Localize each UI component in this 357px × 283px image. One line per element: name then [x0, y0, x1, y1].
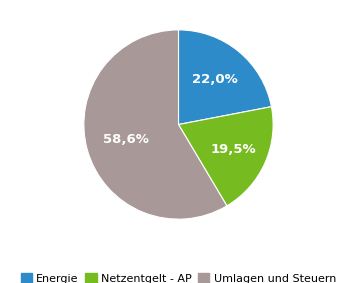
Wedge shape [178, 107, 273, 206]
Legend: Energie, Netzentgelt - AP, Umlagen und Steuern: Energie, Netzentgelt - AP, Umlagen und S… [16, 269, 341, 283]
Text: 19,5%: 19,5% [210, 143, 256, 155]
Text: 58,6%: 58,6% [103, 132, 149, 145]
Text: 22,0%: 22,0% [192, 74, 238, 87]
Wedge shape [178, 30, 271, 125]
Wedge shape [84, 30, 227, 219]
